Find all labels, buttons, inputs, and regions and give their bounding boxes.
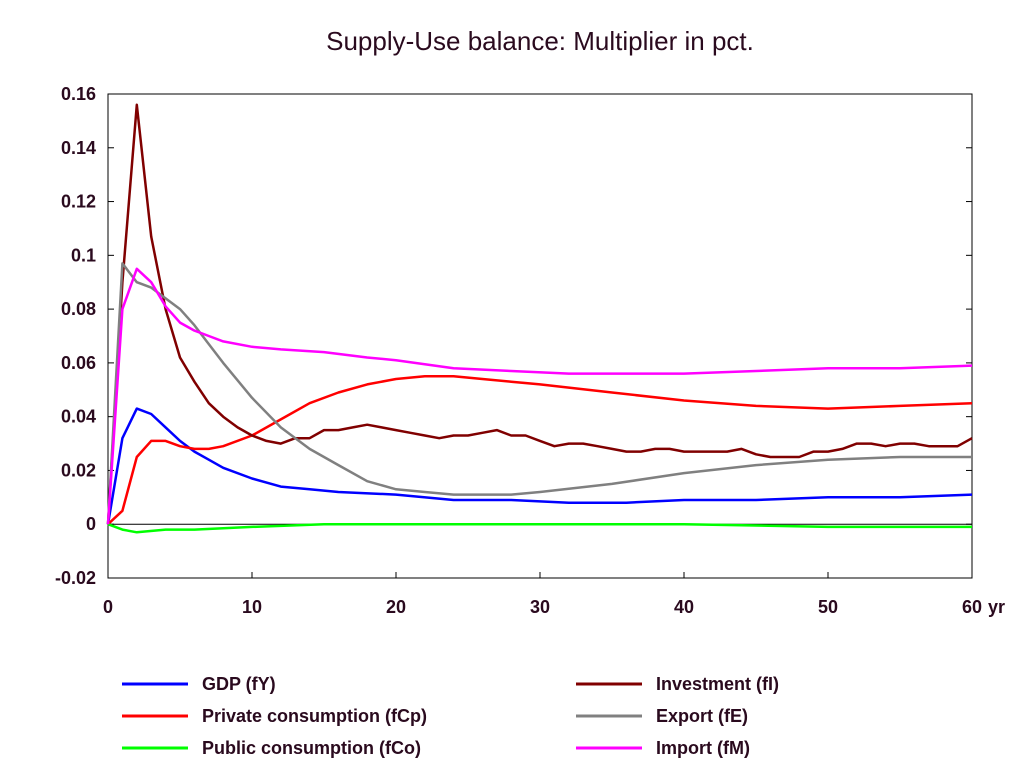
legend-label: Private consumption (fCp) xyxy=(202,706,427,726)
x-tick-label: 60 xyxy=(962,597,982,617)
y-tick-label: 0.16 xyxy=(61,84,96,104)
y-tick-label: 0.02 xyxy=(61,460,96,480)
y-tick-label: -0.02 xyxy=(55,568,96,588)
legend-label: Export (fE) xyxy=(656,706,748,726)
y-tick-label: 0.08 xyxy=(61,299,96,319)
y-axis: 0.16 0.14 0.12 0.1 0.08 0.06 0.04 0.02 0 -0.02 xyxy=(55,84,972,588)
legend-label: GDP (fY) xyxy=(202,674,276,694)
series-line-2 xyxy=(107,522,972,534)
series-lines xyxy=(106,103,973,534)
series-line-3 xyxy=(106,103,973,525)
series-line-4 xyxy=(106,262,972,525)
legend-label: Public consumption (fCo) xyxy=(202,738,421,758)
x-tick-label: 50 xyxy=(818,597,838,617)
y-tick-label: 0.04 xyxy=(61,407,96,427)
y-tick-label: 0.06 xyxy=(61,353,96,373)
x-tick-label: 10 xyxy=(242,597,262,617)
series-line-0 xyxy=(106,407,973,525)
plot-area-frame xyxy=(107,93,973,579)
x-tick-label: 20 xyxy=(386,597,406,617)
x-axis: 0 10 20 30 40 50 60 yr xyxy=(103,572,1005,617)
x-tick-label: 40 xyxy=(674,597,694,617)
x-tick-label: 30 xyxy=(530,597,550,617)
x-tick-label: 0 xyxy=(103,597,113,617)
y-tick-label: 0.1 xyxy=(71,245,96,265)
legend-label: Investment (fI) xyxy=(656,674,779,694)
y-tick-label: 0 xyxy=(86,514,96,534)
y-tick-label: 0.14 xyxy=(61,138,96,158)
y-tick-label: 0.12 xyxy=(61,192,96,212)
x-axis-unit-label: yr xyxy=(988,597,1005,617)
series-line-5 xyxy=(106,267,973,525)
chart-title: Supply-Use balance: Multiplier in pct. xyxy=(326,26,754,56)
legend: GDP (fY) Private consumption (fCp) Public … xyxy=(122,674,779,758)
legend-label: Import (fM) xyxy=(656,738,750,758)
series-line-1 xyxy=(107,375,973,526)
